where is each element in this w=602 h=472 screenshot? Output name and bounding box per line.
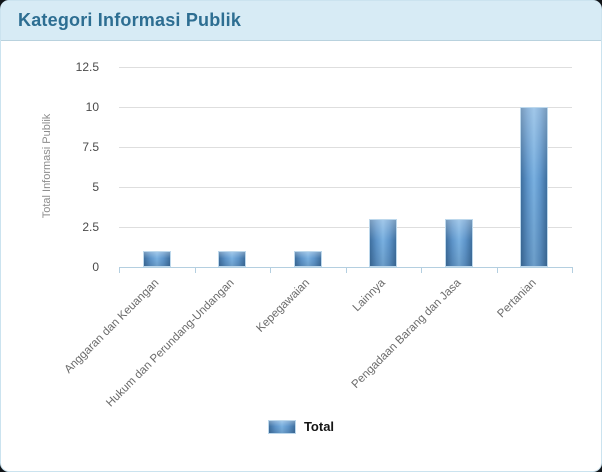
x-category-label: Lainnya [350,277,388,314]
x-tick-mark [270,267,271,273]
x-tick-mark [119,267,120,273]
legend-swatch-icon [267,419,296,434]
y-tick-label: 10 [85,100,99,114]
x-category-label: Kepegawaian [254,277,313,335]
chart-header: Kategori Informasi Publik [1,1,601,41]
x-tick-mark [346,267,347,273]
gridline [119,147,572,148]
gridline [119,107,572,108]
gridline [119,187,572,188]
x-tick-mark [195,267,196,273]
x-tick-mark [572,267,573,273]
x-tick-mark [421,267,422,273]
chart-title: Kategori Informasi Publik [18,10,242,30]
y-tick-label: 2.5 [82,220,99,234]
legend: Total [1,419,601,434]
y-tick-label: 0 [92,260,99,274]
gridline [119,67,572,68]
x-category-label: Hukum dan Perundang-Undangan [104,277,237,410]
bar-hukum-dan-perundang-undangan[interactable] [218,251,246,267]
bar-lainnya[interactable] [369,219,397,267]
bar-pengadaan-barang-dan-jasa[interactable] [445,219,473,267]
legend-label: Total [303,419,335,434]
x-tick-mark [497,267,498,273]
gridline [119,227,572,228]
bar-pertanian[interactable] [520,107,548,267]
x-category-label: Pertanian [495,277,539,321]
legend-item-total[interactable]: Total [267,419,335,434]
y-tick-label: 5 [92,180,99,194]
bar-anggaran-dan-keuangan[interactable] [143,251,171,267]
bar-kepegawaian[interactable] [294,251,322,267]
y-tick-label: 12.5 [75,60,99,74]
y-tick-label: 7.5 [82,140,99,154]
